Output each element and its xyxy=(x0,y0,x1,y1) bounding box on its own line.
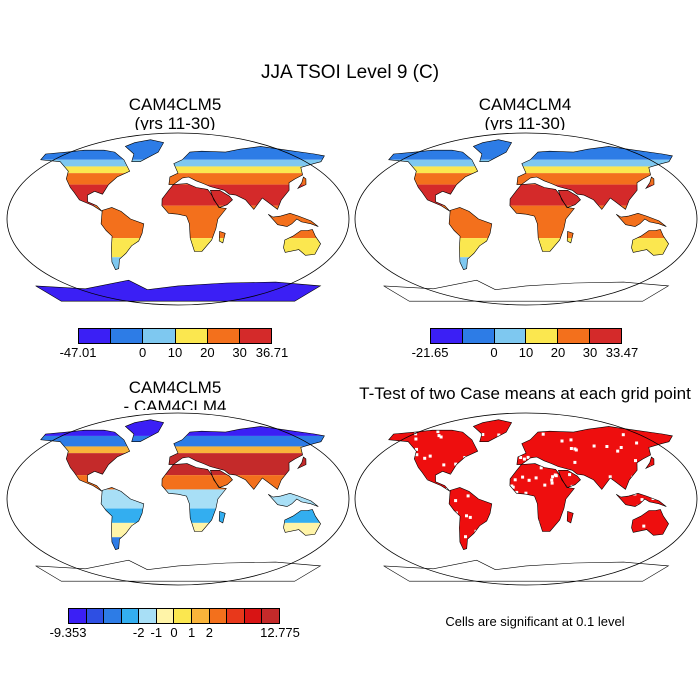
colorbar-2-swatch xyxy=(558,329,591,343)
colorbar-1-swatch xyxy=(79,329,112,343)
colorbar-panel-2 xyxy=(430,328,622,344)
colorbar-3-tick-label: 2 xyxy=(205,625,213,640)
figure-title: JJA TSOI Level 9 (C) xyxy=(260,62,440,83)
colorbar-2-tick-label: 30 xyxy=(582,345,598,360)
map-panel-4 xyxy=(352,410,700,588)
panel-3-title-line1: CAM4CLM5 xyxy=(128,378,222,397)
colorbar-3-swatch xyxy=(192,609,210,623)
colorbar-1-swatch xyxy=(175,329,208,343)
colorbar-2-swatch xyxy=(462,329,495,343)
panel-1-title: CAM4CLM5 (yrs 11-30) xyxy=(40,95,310,133)
colorbar-1-tick-label: 36.71 xyxy=(255,345,289,360)
colorbar-1-tick-label: 0 xyxy=(139,345,147,360)
colorbar-1-tick-label: 20 xyxy=(200,345,215,360)
colorbar-3-swatch xyxy=(174,609,193,623)
colorbar-2-swatch xyxy=(431,329,463,343)
colorbar-2-swatch xyxy=(494,329,527,343)
colorbar-3-swatch xyxy=(121,609,140,623)
colorbar-3-tick-label: 1 xyxy=(188,625,196,640)
colorbar-2-tick-label: 33.47 xyxy=(605,345,639,360)
colorbar-3-tick-label: -9.353 xyxy=(49,625,87,640)
colorbar-3-swatch xyxy=(104,609,122,623)
colorbar-1-swatch xyxy=(143,329,176,343)
colorbar-3-swatch xyxy=(139,609,157,623)
colorbar-1-swatch xyxy=(111,329,144,343)
colorbar-panel-1 xyxy=(78,328,272,344)
colorbar-2-swatch xyxy=(590,329,621,343)
colorbar-panel-3 xyxy=(68,608,280,624)
panel-2-title-line2: (yrs 11-30) xyxy=(484,114,566,133)
colorbar-3-tick-label: -1 xyxy=(150,625,163,640)
panel-2-title-line1: CAM4CLM4 xyxy=(478,95,572,114)
colorbar-1-swatch xyxy=(239,329,272,343)
map-panel-2 xyxy=(352,130,700,308)
colorbar-3-swatch xyxy=(156,609,175,623)
colorbar-1-tick-label: -47.01 xyxy=(59,345,97,360)
colorbar-1-tick-label: 10 xyxy=(167,345,183,360)
colorbar-2-tick-label: 10 xyxy=(518,345,534,360)
panel-4-title: T-Test of two Case means at each grid po… xyxy=(359,384,691,403)
colorbar-3-swatch xyxy=(86,609,105,623)
colorbar-3-swatch xyxy=(69,609,87,623)
colorbar-3-swatch xyxy=(244,609,263,623)
colorbar-3-swatch xyxy=(227,609,245,623)
colorbar-3-swatch xyxy=(209,609,228,623)
colorbar-3-tick-label: -2 xyxy=(132,625,145,640)
map-panel-3 xyxy=(4,410,352,588)
colorbar-2-tick-label: 20 xyxy=(550,345,566,360)
colorbar-3-tick-label: 0 xyxy=(170,625,178,640)
significance-note: Cells are significant at 0.1 level xyxy=(445,614,625,629)
colorbar-2-swatch xyxy=(526,329,559,343)
colorbar-2-tick-label: -21.65 xyxy=(411,345,449,360)
colorbar-3-tick-label: 12.775 xyxy=(260,625,300,640)
colorbar-1-tick-label: 30 xyxy=(232,345,247,360)
panel-2-title: CAM4CLM4 (yrs 11-30) xyxy=(390,95,660,133)
panel-1-title-line1: CAM4CLM5 xyxy=(128,95,222,114)
colorbar-1-swatch xyxy=(207,329,240,343)
map-panel-1 xyxy=(4,130,352,308)
colorbar-2-tick-label: 0 xyxy=(490,345,498,360)
panel-1-title-line2: (yrs 11-30) xyxy=(134,114,216,133)
colorbar-3-swatch xyxy=(262,609,279,623)
